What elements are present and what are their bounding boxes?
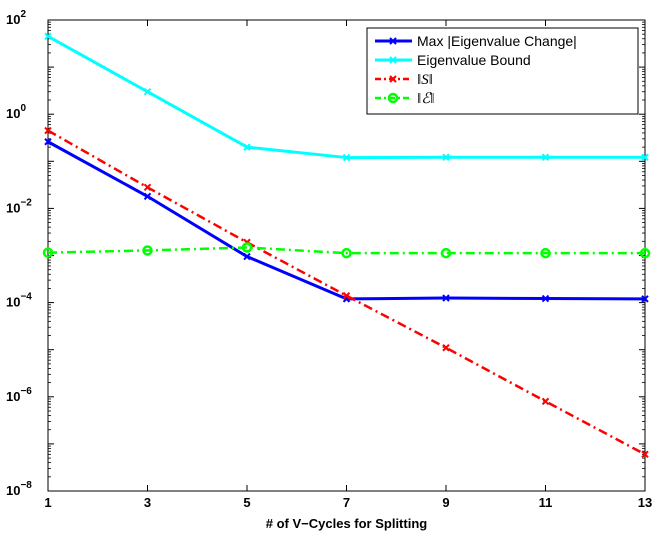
series-eigenvalue-change-point [44,138,52,146]
y-tick-label: 10−8 [6,480,32,498]
y-tick-exponent: −2 [20,197,32,208]
y-tick-exponent: 0 [20,103,26,114]
series-eigenvalue-bound [44,32,649,162]
y-tick-base: 10 [6,12,20,27]
y-tick-label: 10−6 [6,386,32,404]
series-eigenvalue-bound-point [442,153,450,161]
series-e-norm [42,242,651,259]
legend-swatch-marker-point [389,37,397,45]
legend-swatch-marker-point [389,75,397,83]
legend-swatch-marker-point [387,92,399,104]
series-e-norm-line [47,246,645,255]
series-eigenvalue-change-point [442,294,450,302]
x-tick-label: 3 [144,495,151,510]
series-eigenvalue-bound-point [143,88,152,96]
series-e-norm-point [639,247,651,259]
series-eigenvalue-bound-point [44,32,52,41]
y-tick-base: 10 [6,389,20,404]
series-e-norm-point [142,245,153,256]
x-tick-label: 9 [442,495,449,510]
x-tick-label: 1 [44,495,51,510]
series-eigenvalue-bound-point [541,153,550,161]
y-tick-base: 10 [6,295,20,310]
legend-swatch-marker-point [389,56,397,64]
y-tick-label: 10−2 [6,197,32,215]
y-tick-exponent: −4 [20,292,32,303]
legend-item-s-norm: ‖S‖ [375,72,433,88]
legend-item-eigenvalue-change: Max |Eigenvalue Change| [375,33,577,49]
y-tick-exponent: −8 [20,480,32,491]
y-tick-label: 100 [6,103,26,121]
series-eigenvalue-change-point [541,294,550,303]
legend-item-e-norm: ‖ℰ‖ [375,91,435,107]
series-e-norm-point [241,242,253,253]
legend-label: Eigenvalue Bound [417,52,531,68]
series-eigenvalue-change-point [143,192,152,201]
series-e-norm-point [42,247,54,258]
x-tick-label: 11 [539,495,553,510]
legend-box [366,27,639,115]
series-s-norm-point [143,183,152,192]
series-s-norm-point [44,126,52,135]
series-eigenvalue-bound-point [641,153,649,161]
series-eigenvalue-change-point [641,295,649,303]
x-tick-label: 5 [243,495,250,510]
legend-label: ‖S‖ [417,72,433,88]
y-tick-base: 10 [6,483,20,498]
y-tick-base: 10 [6,200,20,215]
series-eigenvalue-bound-point [243,143,251,151]
series-e-norm-point [440,247,452,259]
series-eigenvalue-change-point [243,252,251,261]
x-tick-label: 7 [343,495,350,510]
series-e-norm-point [540,247,551,259]
y-tick-exponent: 2 [20,9,26,20]
y-tick-base: 10 [6,106,20,121]
legend-label: Max |Eigenvalue Change| [417,33,577,49]
y-tick-label: 10−4 [6,292,32,310]
series-eigenvalue-bound-point [342,153,351,162]
series-layer [42,32,651,459]
x-axis: 1 3 5 7 9 11 13 [44,20,652,510]
legend-item-eigenvalue-bound: Eigenvalue Bound [375,52,531,68]
x-tick-label: 13 [638,495,652,510]
y-tick-label: 102 [6,9,26,27]
legend-label: ‖ℰ‖ [417,91,435,107]
x-axis-title: # of V−Cycles for Splitting [266,516,428,531]
series-s-norm-point [541,397,550,406]
legend: Max |Eigenvalue Change| Eigenvalue Bound ‖… [366,27,639,115]
series-s-norm-point [342,292,351,300]
series-s-norm-point [641,450,649,459]
series-e-norm-point [341,247,352,259]
y-tick-exponent: −6 [20,386,32,397]
series-s-norm-point [442,344,450,352]
